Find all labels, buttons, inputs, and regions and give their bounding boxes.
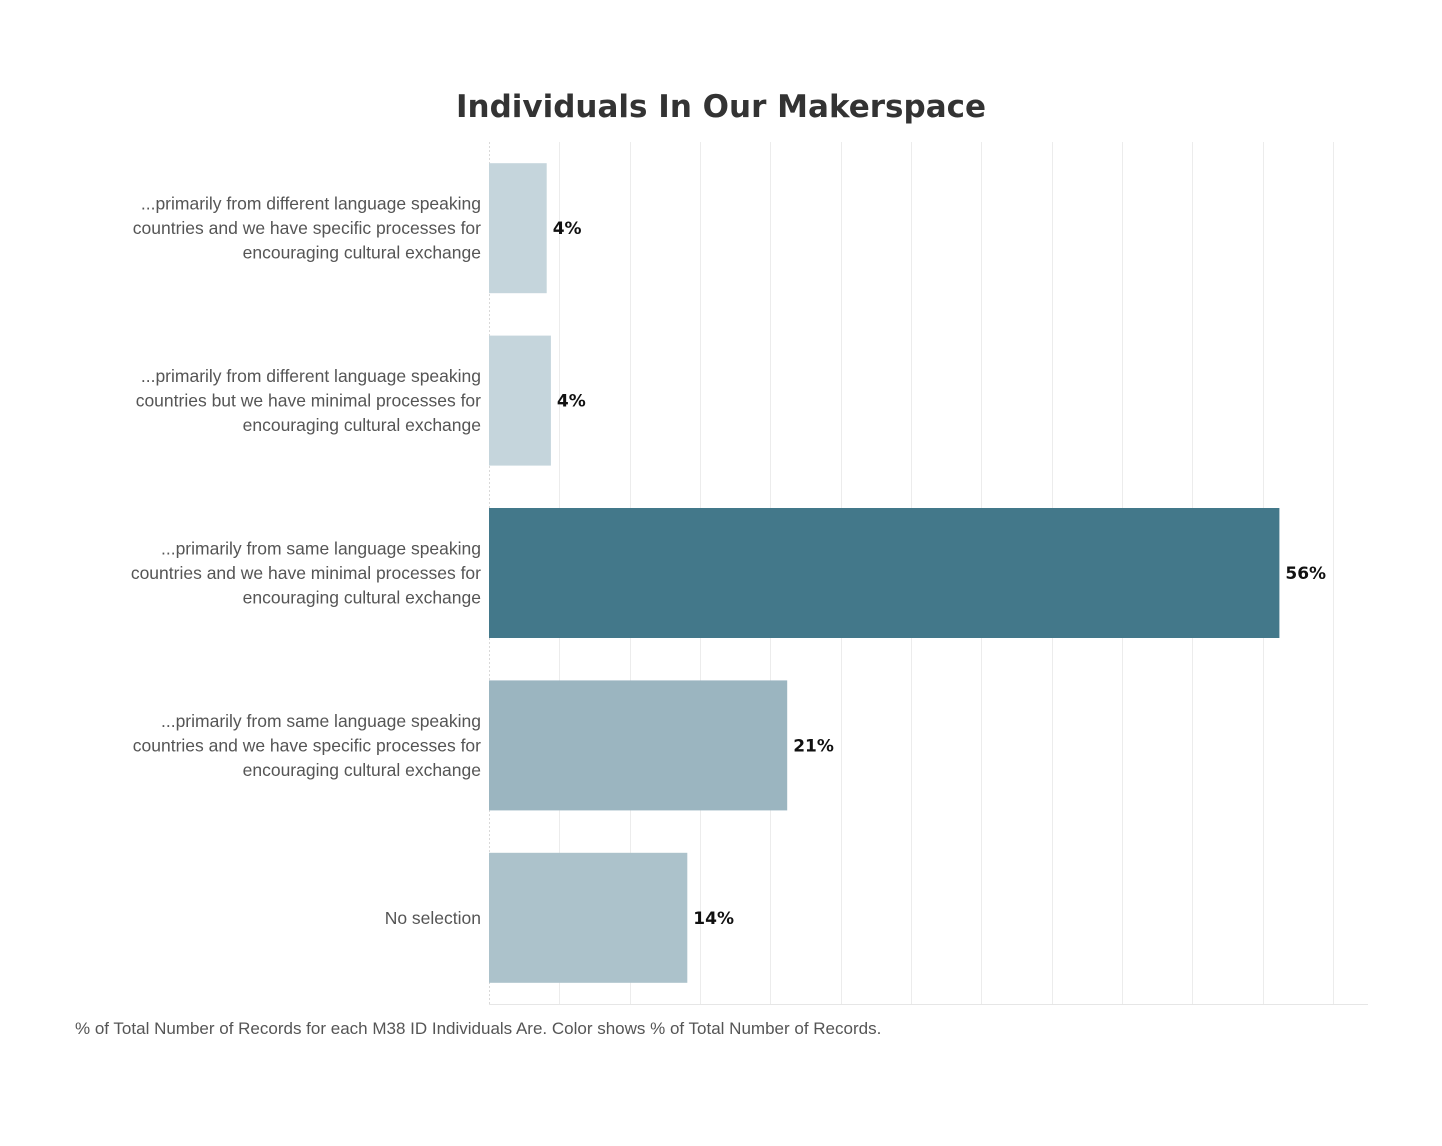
category-label-5: No selection: [385, 908, 481, 928]
category-label-2-line-2: countries but we have minimal processes …: [136, 391, 481, 411]
category-label-1-line-1: ...primarily from different language spe…: [141, 194, 481, 214]
chart-footnote: % of Total Number of Records for each M3…: [75, 1019, 881, 1038]
bar-3[interactable]: [489, 508, 1280, 638]
category-label-1-line-3: encouraging cultural exchange: [243, 243, 481, 263]
category-label-4-line-1: ...primarily from same language speaking: [161, 711, 481, 731]
category-label-3-line-3: encouraging cultural exchange: [243, 588, 481, 608]
chart-title: Individuals In Our Makerspace: [456, 89, 986, 125]
category-label-2: ...primarily from different language spe…: [136, 366, 481, 435]
data-label-5: 14%: [693, 909, 734, 929]
data-label-3: 56%: [1285, 564, 1326, 584]
category-label-3: ...primarily from same language speaking…: [131, 539, 481, 608]
category-label-2-line-1: ...primarily from different language spe…: [141, 366, 481, 386]
data-label-2: 4%: [557, 392, 586, 412]
data-label-1: 4%: [553, 219, 582, 239]
category-label-1-line-2: countries and we have specific processes…: [133, 218, 481, 238]
bar-2[interactable]: [489, 335, 551, 466]
bar-1[interactable]: [489, 163, 547, 294]
category-label-4: ...primarily from same language speaking…: [133, 711, 481, 780]
data-labels: 4% 4% 56% 21% 14%: [553, 219, 1326, 929]
bar-4[interactable]: [489, 680, 788, 811]
data-label-4: 21%: [793, 736, 834, 756]
category-label-2-line-3: encouraging cultural exchange: [243, 415, 481, 435]
category-label-4-line-3: encouraging cultural exchange: [243, 760, 481, 780]
category-labels: ...primarily from different language spe…: [131, 194, 481, 928]
category-label-3-line-1: ...primarily from same language speaking: [161, 539, 481, 559]
category-label-1: ...primarily from different language spe…: [133, 194, 481, 263]
bars: [489, 163, 1280, 983]
category-label-3-line-2: countries and we have minimal processes …: [131, 563, 481, 583]
category-label-4-line-2: countries and we have specific processes…: [133, 735, 481, 755]
category-label-5-line-1: No selection: [385, 908, 481, 928]
bar-5[interactable]: [489, 852, 688, 983]
